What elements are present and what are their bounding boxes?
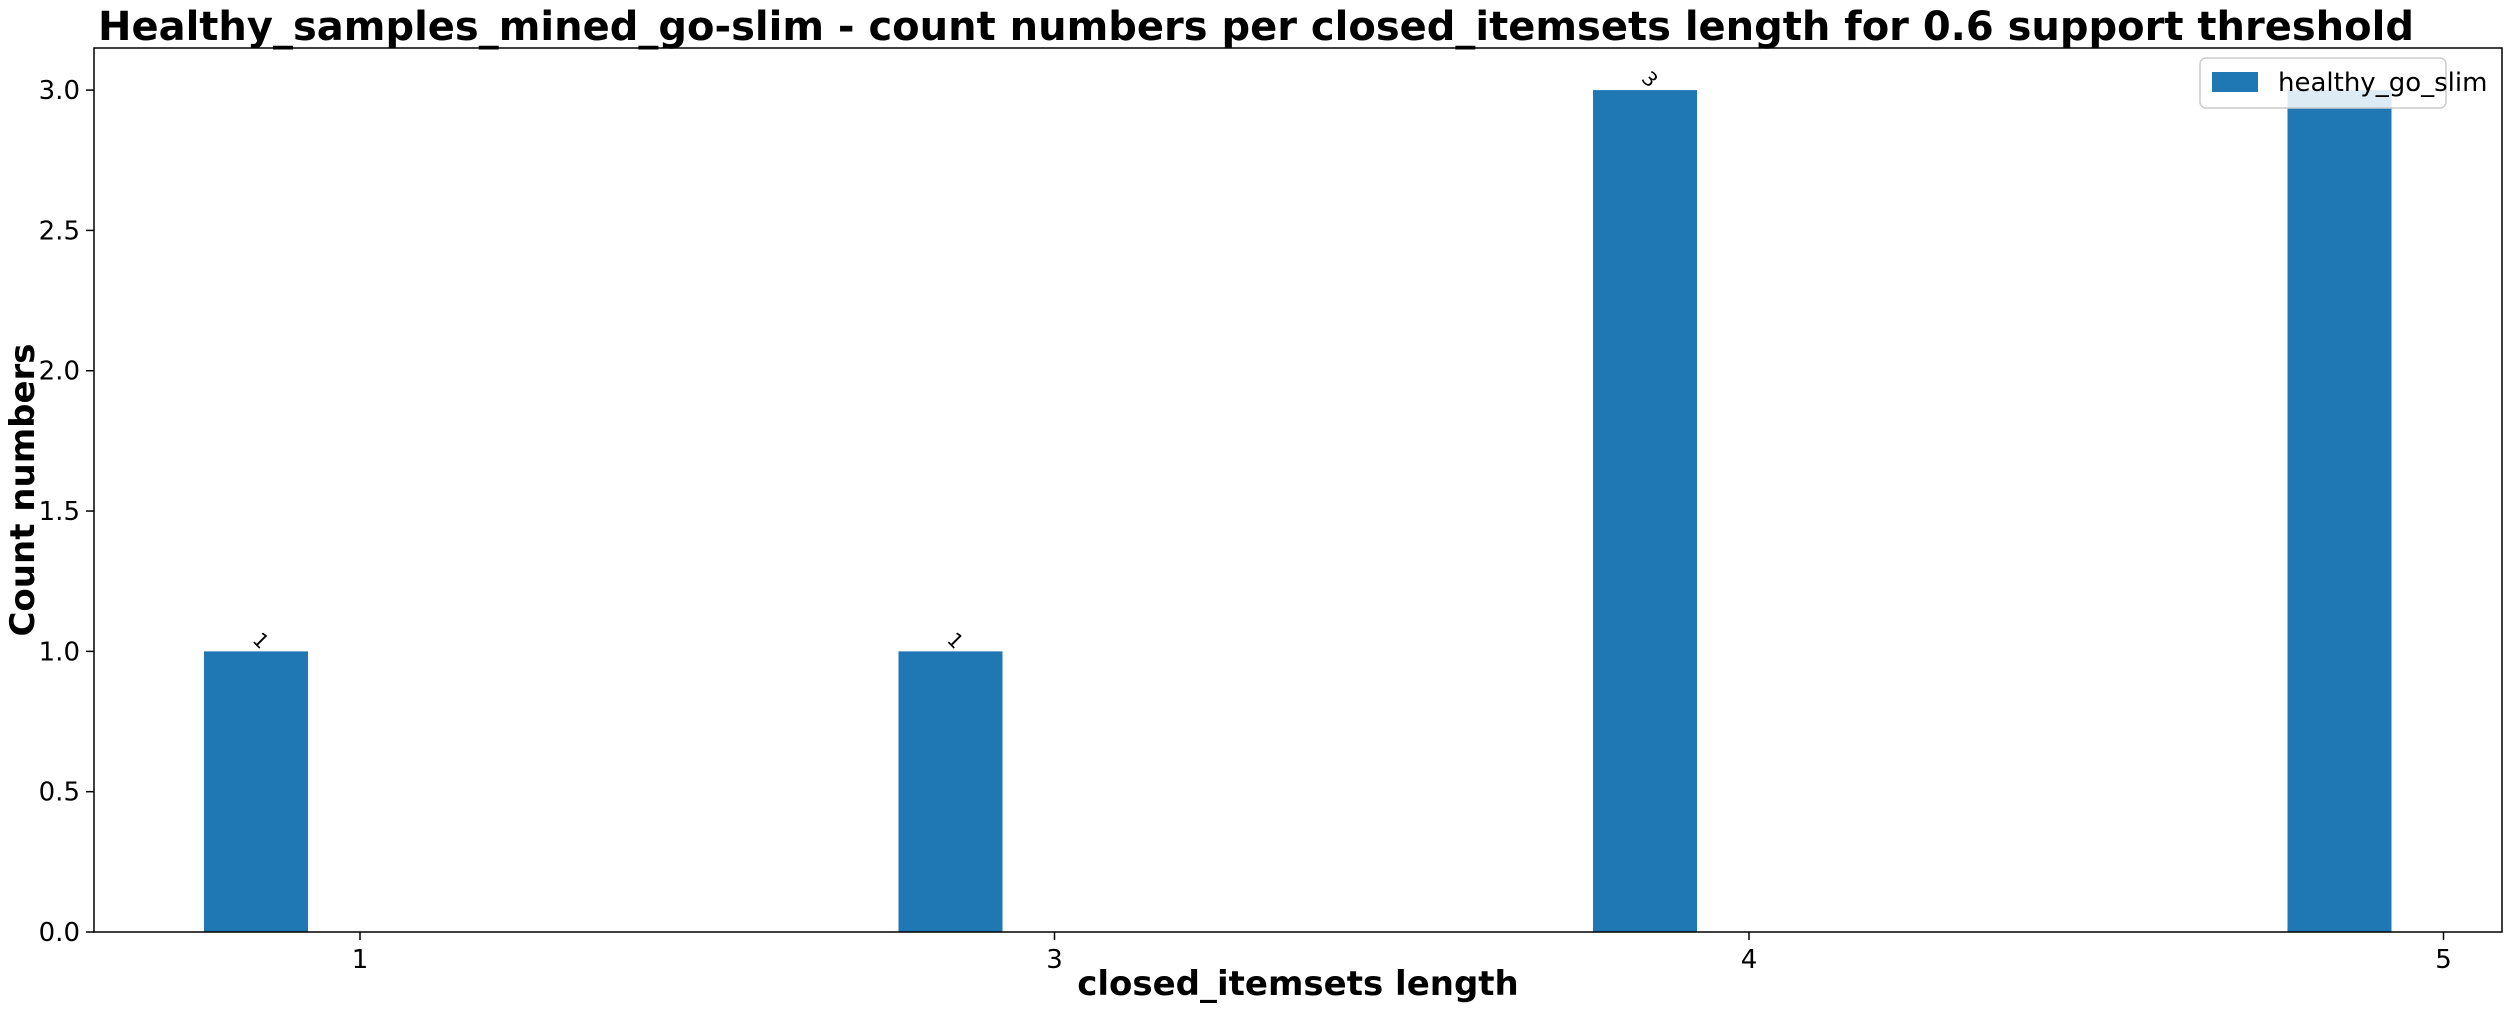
chart-title: Healthy_samples_mined_go-slim - count nu… xyxy=(98,4,2414,50)
bar xyxy=(204,651,308,932)
legend-label: healthy_go_slim xyxy=(2278,68,2487,98)
legend-box xyxy=(2199,57,2447,109)
y-tick-label: 2.0 xyxy=(39,357,80,387)
y-tick-label: 0.5 xyxy=(39,778,80,808)
plot-area: 1 1 3 xyxy=(204,66,2392,933)
y-axis-label: Count numbers xyxy=(3,343,43,636)
x-tick-label: 1 xyxy=(352,945,369,975)
bar-data-label: 1 xyxy=(942,627,968,653)
bar xyxy=(1593,90,1697,933)
x-tick-label: 3 xyxy=(1046,945,1063,975)
x-axis: 1 3 4 5 xyxy=(352,932,2452,975)
y-axis: 0.0 0.5 1.0 1.5 2.0 2.5 3.0 xyxy=(39,76,94,948)
y-tick-label: 1.5 xyxy=(39,497,80,527)
bar-data-label: 3 xyxy=(1637,66,1663,92)
legend-swatch xyxy=(2212,72,2258,92)
legend: healthy_go_slim xyxy=(2199,57,2487,109)
y-tick-label: 1.0 xyxy=(39,637,80,667)
bar-data-label: 1 xyxy=(248,627,274,653)
x-axis-label: closed_itemsets length xyxy=(1077,964,1519,1004)
y-tick-label: 0.0 xyxy=(39,918,80,948)
y-tick-label: 2.5 xyxy=(39,216,80,246)
y-tick-label: 3.0 xyxy=(39,76,80,106)
x-tick-label: 4 xyxy=(1741,945,1758,975)
bar xyxy=(898,651,1003,932)
axes-frame xyxy=(93,47,2503,933)
x-tick-label: 5 xyxy=(2435,945,2452,975)
bar xyxy=(2287,90,2392,933)
